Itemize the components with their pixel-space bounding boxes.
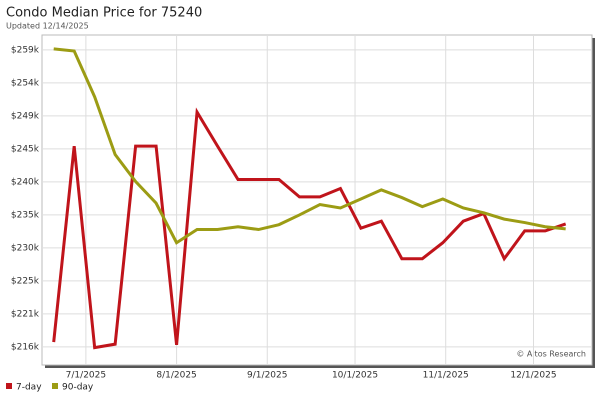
plot-area [41,34,593,366]
y-tick-label: $245k [11,144,40,154]
y-tick-label: $216k [11,342,40,352]
x-tick-label: 12/1/2025 [510,371,556,381]
y-tick-label: $230k [11,243,40,253]
y-tick-label: $225k [11,276,40,286]
y-tick-label: $249k [11,111,40,121]
y-tick-label: $235k [11,210,40,220]
legend-label: 7-day [16,383,42,393]
x-tick-label: 11/1/2025 [423,371,469,381]
line-series [53,47,566,245]
x-tick-label: 8/1/2025 [156,371,196,381]
chart-subtitle: Updated 12/14/2025 [6,22,89,31]
legend-swatch [52,383,58,389]
x-tick-label: 9/1/2025 [247,371,287,381]
watermark: © Altos Research [516,350,586,359]
y-tick-label: $240k [11,177,40,187]
y-tick-label: $221k [11,309,40,319]
y-tick-label: $259k [11,45,40,55]
legend-label: 90-day [62,383,94,393]
y-tick-label: $254k [11,78,40,88]
x-tick-label: 10/1/2025 [332,371,378,381]
chart-title: Condo Median Price for 75240 [6,6,202,21]
x-tick-label: 7/1/2025 [66,371,106,381]
line-series [52,107,567,350]
legend-swatch [6,383,12,389]
